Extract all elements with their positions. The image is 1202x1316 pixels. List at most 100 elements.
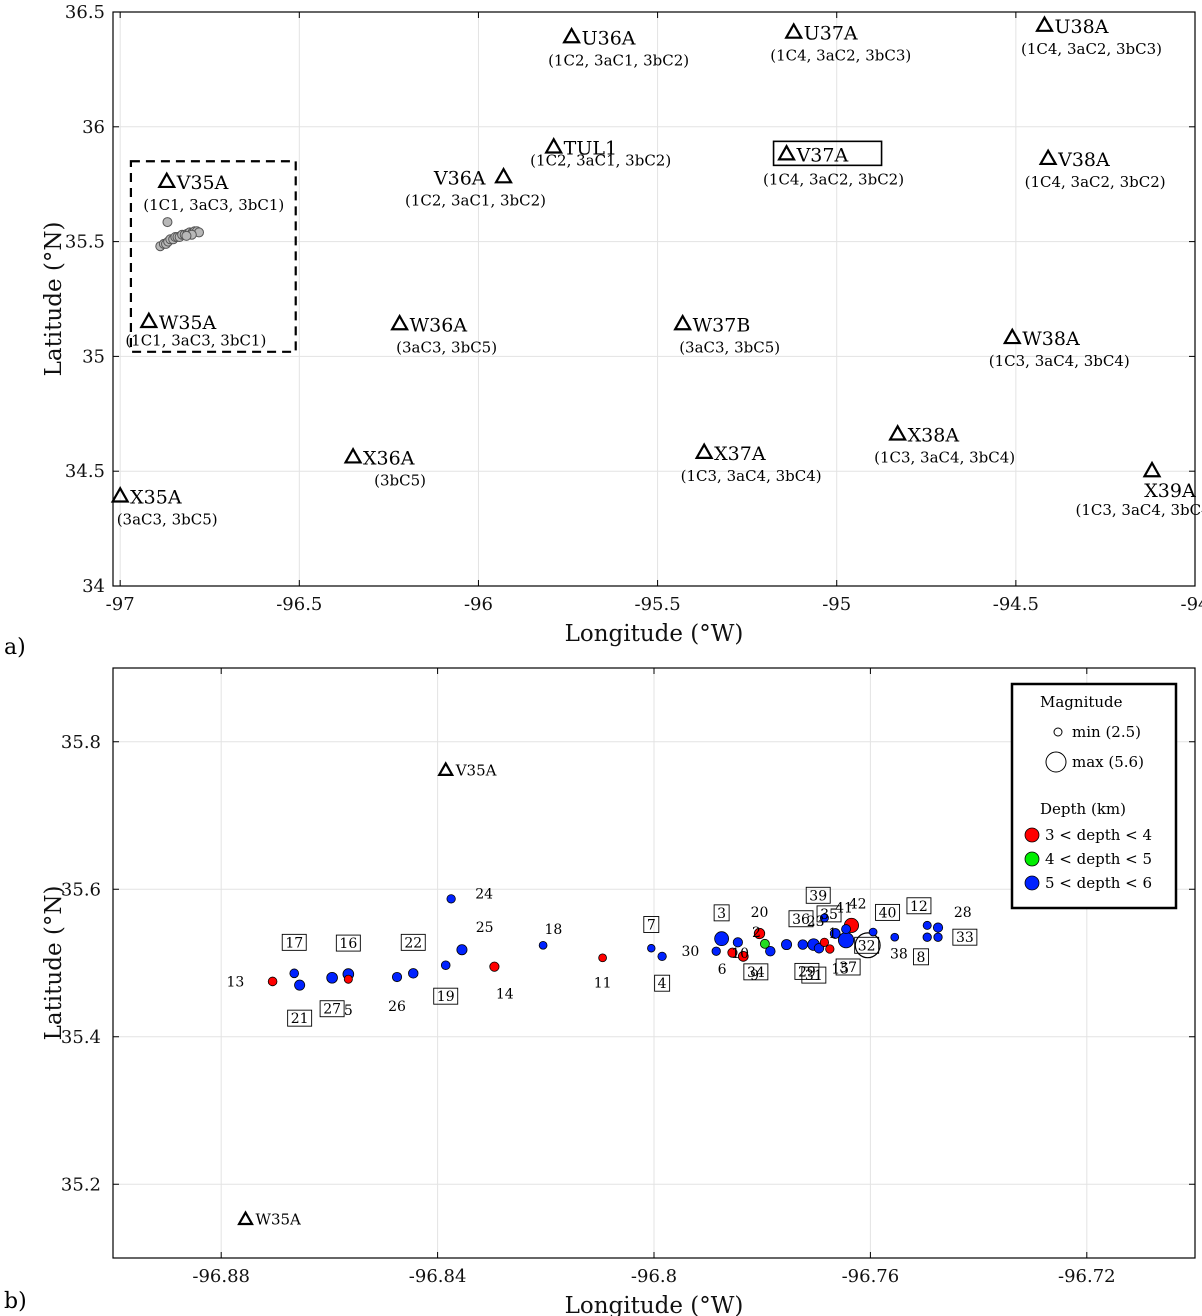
station-components: (1C2, 3aC1, 3bC2) bbox=[530, 152, 671, 170]
station-x35a: X35A (3aC3, 3bC5) bbox=[110, 486, 218, 528]
event-label: 1 bbox=[828, 926, 837, 942]
y-tick-label: 35 bbox=[82, 346, 105, 367]
event-label: 8 bbox=[917, 950, 926, 966]
event-marker bbox=[647, 944, 656, 953]
y-tick-label: 34 bbox=[82, 576, 105, 597]
station-components: (1C4, 3aC2, 3bC3) bbox=[770, 47, 911, 65]
y-axis-label: Latitude (°N) bbox=[41, 222, 67, 377]
station-components: (3bC5) bbox=[374, 471, 426, 489]
legend-magnitude-title: Magnitude bbox=[1040, 693, 1123, 711]
event-marker bbox=[841, 924, 851, 934]
station-name: X37A bbox=[714, 443, 766, 465]
station-name: V35A bbox=[455, 762, 497, 780]
station-components: (1C3, 3aC4, 3bC4) bbox=[874, 448, 1015, 466]
event-label: 20 bbox=[751, 905, 769, 921]
station-x36a: X36A (3bC5) bbox=[343, 447, 426, 489]
event-marker bbox=[759, 938, 770, 949]
event-label: 18 bbox=[545, 922, 563, 938]
station-triangle-icon bbox=[1035, 15, 1054, 32]
station-v35a: V35A bbox=[437, 761, 497, 780]
station-triangle-icon bbox=[562, 26, 581, 44]
station-x39a: X39A(1C3, 3aC4, 3bC4) bbox=[1075, 460, 1202, 519]
legend-depth-title: Depth (km) bbox=[1040, 800, 1126, 818]
station-components: (3aC3, 3bC5) bbox=[117, 510, 218, 528]
station-triangle-icon bbox=[784, 22, 804, 39]
event-label: 28 bbox=[954, 905, 972, 921]
event-label-box bbox=[794, 962, 820, 980]
event-label: 9 bbox=[750, 968, 759, 984]
station-components: (1C4, 3aC2, 3bC2) bbox=[1025, 173, 1166, 191]
event-marker bbox=[391, 971, 403, 983]
plot-frame bbox=[112, 11, 1196, 587]
station-triangle-icon bbox=[237, 1210, 254, 1226]
event-label: 14 bbox=[496, 987, 514, 1003]
y-tick-label: 34.5 bbox=[65, 461, 105, 482]
event-label-box bbox=[801, 966, 827, 984]
legend-depth-swatch bbox=[1024, 827, 1040, 843]
event-marker bbox=[711, 946, 721, 956]
station-triangle-icon bbox=[139, 311, 159, 329]
x-tick-label: -96.84 bbox=[409, 1266, 467, 1287]
event-label: 41 bbox=[835, 900, 853, 916]
event-marker bbox=[890, 932, 900, 942]
x-tick-label: -95 bbox=[822, 594, 851, 615]
event-label: 22 bbox=[404, 935, 422, 951]
x-tick-label: -96.72 bbox=[1058, 1266, 1116, 1287]
station-x38a: X38A (1C3, 3aC4, 3bC4) bbox=[874, 424, 1015, 466]
station-components: (1C1, 3aC3, 3bC1) bbox=[125, 332, 266, 350]
station-triangle-icon bbox=[437, 761, 455, 776]
station-name: W36A bbox=[410, 314, 468, 336]
event-label: 4 bbox=[658, 976, 667, 992]
station-v35a: V35A (1C1, 3aC3, 3bC1) bbox=[143, 171, 284, 214]
station-w37b: W37B (3aC3, 3bC5) bbox=[673, 313, 780, 356]
legend-min-label: min (2.5) bbox=[1072, 723, 1141, 741]
station-components: (1C3, 3aC4, 3bC4) bbox=[989, 352, 1130, 370]
event-label: 25 bbox=[476, 920, 494, 936]
event-label: 23 bbox=[807, 914, 825, 930]
event-label-box bbox=[816, 905, 842, 923]
event-marker bbox=[922, 932, 932, 942]
event-marker bbox=[922, 920, 932, 930]
legend-frame bbox=[1010, 682, 1178, 910]
event-label-box bbox=[906, 897, 932, 915]
event-marker bbox=[829, 928, 841, 939]
station-triangle-icon bbox=[343, 447, 363, 464]
station-name: U38A bbox=[1055, 16, 1109, 38]
station-name: V37A bbox=[796, 144, 849, 166]
legend-depth-label: 5 < depth < 6 bbox=[1045, 874, 1152, 892]
event-marker bbox=[598, 953, 607, 963]
legend-depth-swatch bbox=[1024, 851, 1040, 867]
station-name: V36A bbox=[433, 167, 486, 189]
event-label: 7 bbox=[647, 918, 656, 934]
station-components: (3aC3, 3bC5) bbox=[396, 338, 497, 356]
event-label-box bbox=[400, 933, 426, 951]
x-axis-label: Longitude (°W) bbox=[565, 621, 744, 647]
event-marker bbox=[289, 968, 300, 979]
station-components: (1C2, 3aC1, 3bC2) bbox=[548, 51, 689, 69]
event-label-box bbox=[854, 936, 880, 954]
station-name: U37A bbox=[804, 23, 858, 45]
legend-depth-label: 3 < depth < 4 bbox=[1045, 826, 1152, 844]
event-label-box bbox=[913, 948, 929, 966]
event-label-box bbox=[835, 958, 861, 976]
station-w36a: W36A (3aC3, 3bC5) bbox=[390, 313, 497, 356]
station-w35a: W35A(1C1, 3aC3, 3bC1) bbox=[125, 311, 266, 350]
legend-depth-swatch bbox=[1024, 875, 1040, 891]
station-triangle-icon bbox=[1142, 460, 1162, 478]
station-map-chart: -97 -96.5 -96 -95.5 -95 -94.5 -94 34 34.5 35 35.5 3… bbox=[41, 2, 1202, 647]
event-label: 24 bbox=[475, 887, 493, 903]
station-components: (1C2, 3aC1, 3bC2) bbox=[405, 191, 546, 209]
event-marker bbox=[825, 944, 835, 954]
event-marker bbox=[933, 932, 943, 942]
x-tick-label: -96 bbox=[464, 594, 493, 615]
event-label-box bbox=[805, 886, 831, 904]
event-marker bbox=[267, 976, 278, 987]
event-marker bbox=[932, 922, 944, 933]
station-name: X39A bbox=[1144, 480, 1196, 502]
event-marker bbox=[797, 939, 808, 950]
station-components: (1C4, 3aC2, 3bC2) bbox=[763, 171, 904, 189]
event-label: 27 bbox=[323, 1002, 341, 1018]
x-tick-label: -97 bbox=[106, 594, 135, 615]
station-triangle-icon bbox=[694, 442, 714, 459]
